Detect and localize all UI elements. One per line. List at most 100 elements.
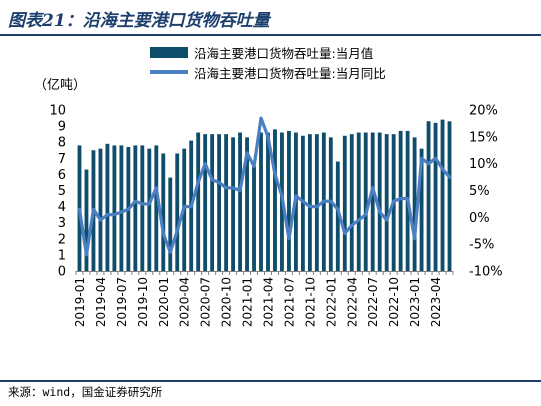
bar (300, 135, 305, 271)
y-right-tick-label: 20% (469, 104, 498, 119)
bar (112, 145, 117, 271)
left-axis-unit: （亿吨） (34, 78, 87, 93)
y-left-tick-label: 4 (58, 200, 66, 215)
bar (356, 132, 361, 271)
legend-item-line: 沿海主要港口货物吞吐量:当月同比 (150, 62, 386, 82)
bar (98, 148, 103, 271)
legend-line-label: 沿海主要港口货物吞吐量:当月同比 (194, 65, 386, 81)
bar (398, 130, 403, 271)
y-right-tick-label: -10% (469, 265, 503, 280)
bar (245, 137, 249, 271)
x-tick-label: 2023-01 (408, 277, 422, 327)
bar (203, 134, 208, 271)
x-tick-label: 2019-01 (73, 277, 87, 327)
bar (105, 143, 110, 271)
x-tick-label: 2019-10 (136, 277, 150, 327)
x-tick-label: 2022-10 (387, 277, 401, 327)
y-left-tick-label: 7 (58, 152, 66, 167)
bar (196, 132, 201, 271)
bar (84, 169, 89, 271)
x-tick-label: 2020-07 (199, 277, 213, 327)
bar (252, 166, 256, 271)
bar (287, 130, 291, 271)
bar (321, 132, 326, 271)
bar (126, 147, 131, 271)
bar (328, 137, 333, 271)
bar (168, 177, 173, 271)
x-tick-label: 2022-07 (366, 277, 380, 327)
bar (133, 145, 138, 271)
x-tick-label: 2022-04 (345, 277, 359, 327)
bar (140, 145, 145, 271)
x-tick-label: 2023-04 (429, 277, 443, 327)
bar (119, 145, 124, 271)
bar (419, 148, 424, 271)
y-left-tick-label: 5 (58, 184, 66, 199)
bar (217, 134, 222, 271)
bar (77, 145, 82, 271)
title-bar: 图表21：沿海主要港口货物吞吐量 (0, 0, 541, 36)
y-right-tick-label: 10% (469, 157, 498, 172)
bar (154, 145, 159, 271)
x-tick-label: 2019-04 (94, 277, 108, 327)
legend-bar-swatch (150, 46, 188, 58)
bar (426, 121, 431, 272)
y-right-tick-label: 5% (469, 184, 490, 199)
x-tick-label: 2022-01 (324, 277, 338, 327)
source-note: 来源：wind，国金证券研究所 (8, 385, 163, 399)
bar (266, 132, 270, 271)
y-left-tick-label: 2 (58, 232, 66, 247)
x-tick-label: 2020-10 (220, 277, 234, 327)
legend-item-bar: 沿海主要港口货物吞吐量:当月值 (150, 42, 386, 62)
x-tick-label: 2020-01 (157, 277, 171, 327)
bar (433, 122, 438, 271)
legend-line-swatch (150, 70, 188, 74)
y-left-tick-label: 6 (58, 168, 66, 183)
bar (405, 130, 410, 271)
bar (280, 132, 284, 271)
bar (307, 134, 312, 271)
bar (314, 134, 319, 271)
bar (238, 132, 242, 271)
bar (377, 132, 382, 271)
bar (342, 135, 347, 271)
y-left-tick-label: 1 (58, 248, 66, 263)
bar (182, 148, 187, 271)
y-left-tick-label: 10 (49, 104, 66, 119)
bar (349, 134, 354, 271)
x-tick-label: 2021-04 (261, 277, 275, 327)
bar (384, 134, 389, 271)
bar (231, 137, 235, 271)
legend: 沿海主要港口货物吞吐量:当月值 沿海主要港口货物吞吐量:当月同比 (150, 42, 386, 82)
bar (391, 134, 396, 271)
x-tick-label: 2019-07 (115, 277, 129, 327)
bar (189, 140, 194, 271)
bar (259, 132, 263, 271)
bar (161, 153, 166, 271)
bar (370, 132, 375, 271)
x-tick-label: 2021-07 (282, 277, 296, 327)
bar (335, 161, 340, 271)
bar (91, 150, 96, 271)
y-left-tick-label: 3 (58, 216, 66, 231)
x-tick-label: 2020-04 (178, 277, 192, 327)
bar (224, 134, 229, 271)
legend-bar-label: 沿海主要港口货物吞吐量:当月值 (194, 45, 374, 61)
x-tick-label: 2021-01 (241, 277, 255, 327)
bar (447, 121, 452, 272)
bar (440, 119, 445, 271)
chart-title: 图表21：沿海主要港口货物吞吐量 (8, 11, 270, 31)
bar (294, 132, 298, 271)
y-left-tick-label: 8 (58, 136, 66, 151)
y-right-tick-label: 15% (469, 130, 498, 145)
y-left-tick-label: 0 (58, 265, 66, 280)
y-left-tick-label: 9 (58, 120, 66, 135)
bar (273, 129, 277, 271)
footer-divider (0, 380, 541, 382)
y-right-tick-label: 0% (469, 211, 490, 226)
bar (147, 148, 152, 271)
x-tick-label: 2021-10 (303, 277, 317, 327)
yoy-line (77, 116, 452, 257)
bar (210, 134, 215, 271)
y-right-tick-label: -5% (469, 238, 494, 253)
